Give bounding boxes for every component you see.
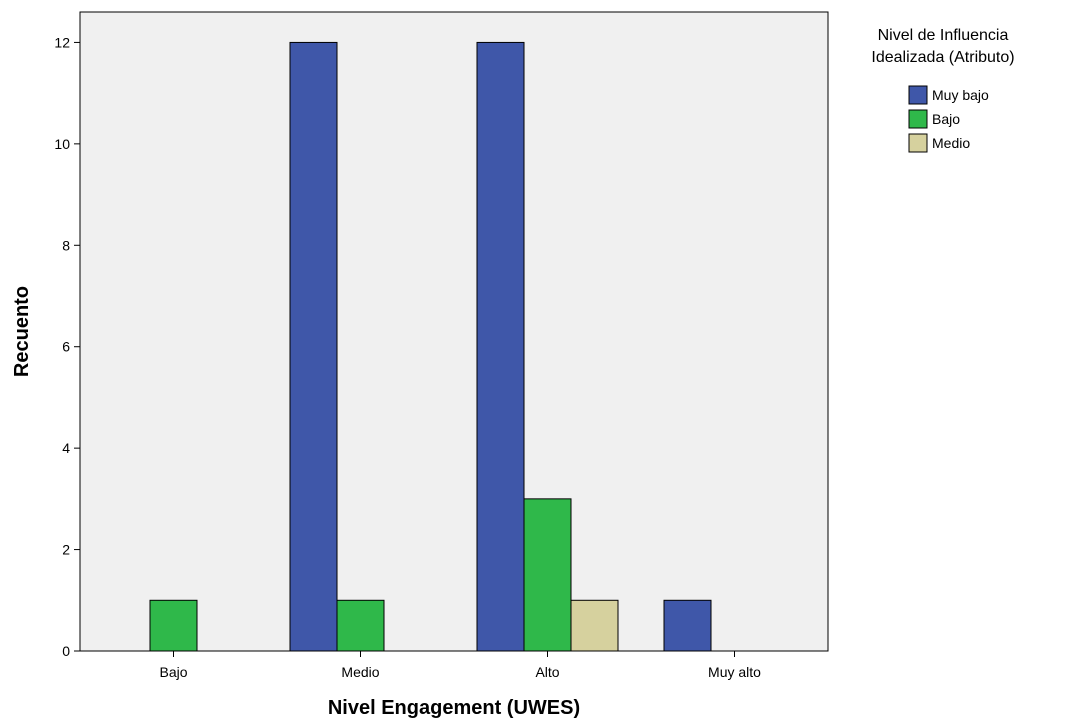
legend: Nivel de Influencia Idealizada (Atributo… xyxy=(871,27,1015,153)
y-tick-label: 4 xyxy=(62,440,70,456)
x-axis-ticks: Bajo Medio Alto Muy alto xyxy=(159,651,761,680)
bar-medio-alto xyxy=(570,599,619,652)
x-axis-title: Nivel Engagement (UWES) xyxy=(328,697,580,719)
y-axis-ticks: 0 2 4 6 8 10 12 xyxy=(54,34,80,659)
bars xyxy=(149,41,712,652)
x-tick-label: Alto xyxy=(535,664,559,680)
legend-swatch-medio xyxy=(908,133,928,153)
bar-muy-bajo-medio xyxy=(289,41,338,652)
legend-label-muy-bajo: Muy bajo xyxy=(932,87,989,103)
legend-label-bajo: Bajo xyxy=(932,111,960,127)
y-tick-label: 2 xyxy=(62,542,70,558)
legend-swatch-bajo xyxy=(908,109,928,129)
bar-bajo-alto xyxy=(523,498,572,652)
x-tick-label: Muy alto xyxy=(708,664,761,680)
x-tick-label: Medio xyxy=(341,664,379,680)
y-tick-label: 0 xyxy=(62,643,70,659)
bar-bajo-medio xyxy=(336,599,385,652)
y-tick-label: 10 xyxy=(54,136,70,152)
legend-items: Muy bajo Bajo Medio xyxy=(908,85,989,153)
bar-bajo-bajo xyxy=(149,599,198,652)
bar-muy-bajo-muy-alto xyxy=(663,599,712,652)
legend-title-line-1: Nivel de Influencia xyxy=(878,27,1009,44)
y-tick-label: 8 xyxy=(62,237,70,253)
y-axis-title: Recuento xyxy=(11,286,33,377)
bar-muy-bajo-alto xyxy=(476,41,525,652)
legend-title-line-2: Idealizada (Atributo) xyxy=(871,49,1014,66)
x-tick-label: Bajo xyxy=(159,664,187,680)
plot-area xyxy=(79,11,829,652)
legend-label-medio: Medio xyxy=(932,135,970,151)
y-tick-label: 12 xyxy=(54,34,70,50)
y-tick-label: 6 xyxy=(62,339,70,355)
legend-swatch-muy-bajo xyxy=(908,85,928,105)
